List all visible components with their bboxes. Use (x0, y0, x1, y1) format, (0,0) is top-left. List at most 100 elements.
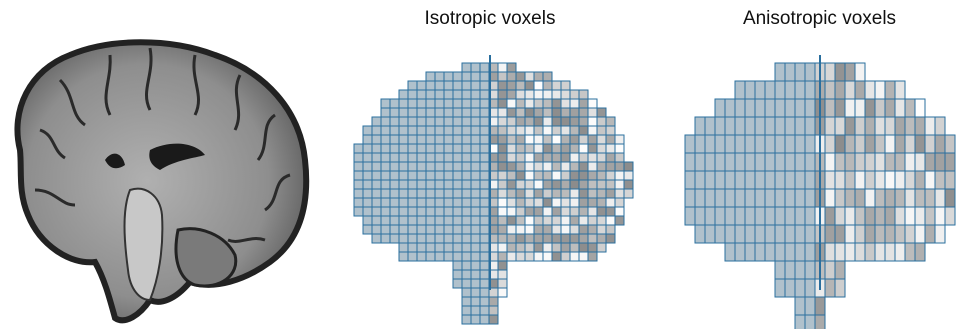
anisotropic-voxel (734, 152, 746, 172)
isotropic-voxel (515, 170, 526, 181)
isotropic-voxel (542, 188, 553, 199)
isotropic-voxel (560, 179, 571, 190)
isotropic-voxel (497, 188, 508, 199)
isotropic-voxel (551, 107, 562, 118)
isotropic-voxel (551, 161, 562, 172)
isotropic-voxel (533, 161, 544, 172)
isotropic-voxel (596, 143, 607, 154)
isotropic-voxel (425, 80, 436, 91)
anisotropic-voxel (884, 188, 896, 208)
anisotropic-voxel (904, 188, 916, 208)
anisotropic-voxel (714, 206, 726, 226)
anisotropic-voxel (744, 116, 756, 136)
isotropic-voxel (380, 98, 391, 109)
anisotropic-voxel (814, 314, 826, 329)
isotropic-voxel (398, 116, 409, 127)
anisotropic-voxel (834, 206, 846, 226)
anisotropic-voxel (694, 116, 706, 136)
isotropic-voxel (389, 215, 400, 226)
isotropic-voxel (416, 233, 427, 244)
isotropic-voxel (362, 170, 373, 181)
isotropic-voxel (380, 134, 391, 145)
anisotropic-voxel (854, 188, 866, 208)
isotropic-voxel (587, 116, 598, 127)
isotropic-voxel (569, 242, 580, 253)
isotropic-voxel (614, 179, 625, 190)
isotropic-voxel (551, 215, 562, 226)
anisotropic-voxel (724, 188, 736, 208)
isotropic-voxel (479, 152, 490, 163)
isotropic-voxel (470, 62, 481, 73)
isotropic-voxel (470, 179, 481, 190)
isotropic-grid (353, 62, 634, 325)
isotropic-voxel (506, 224, 517, 235)
isotropic-voxel (623, 161, 634, 172)
anisotropic-voxel (794, 188, 806, 208)
isotropic-voxel (470, 116, 481, 127)
isotropic-voxel (515, 89, 526, 100)
isotropic-voxel (542, 152, 553, 163)
mri-cerebrum (14, 39, 310, 324)
isotropic-voxel (551, 134, 562, 145)
anisotropic-voxel (884, 134, 896, 154)
anisotropic-voxel (794, 296, 806, 316)
isotropic-voxel (569, 188, 580, 199)
anisotropic-voxel (844, 116, 856, 136)
isotropic-voxel (560, 206, 571, 217)
isotropic-voxel (578, 224, 589, 235)
isotropic-voxel (560, 134, 571, 145)
isotropic-voxel (470, 152, 481, 163)
isotropic-voxel (614, 206, 625, 217)
isotropic-voxel (425, 152, 436, 163)
isotropic-voxel (371, 215, 382, 226)
isotropic-voxel (470, 314, 481, 325)
anisotropic-voxel (904, 134, 916, 154)
isotropic-voxel (407, 89, 418, 100)
isotropic-voxel (578, 161, 589, 172)
isotropic-voxel (533, 89, 544, 100)
anisotropic-voxel (704, 134, 716, 154)
isotropic-voxel (560, 215, 571, 226)
isotropic-voxel (605, 197, 616, 208)
isotropic-voxel (497, 215, 508, 226)
anisotropic-voxel (914, 152, 926, 172)
anisotropic-voxel (744, 224, 756, 244)
isotropic-voxel (371, 134, 382, 145)
isotropic-voxel (371, 188, 382, 199)
isotropic-voxel (542, 143, 553, 154)
isotropic-voxel (470, 134, 481, 145)
anisotropic-voxel (754, 80, 766, 100)
isotropic-voxel (569, 89, 580, 100)
isotropic-voxel (470, 269, 481, 280)
anisotropic-voxel (724, 134, 736, 154)
isotropic-voxel (470, 305, 481, 316)
isotropic-voxel (623, 188, 634, 199)
isotropic-voxel (533, 71, 544, 82)
isotropic-voxel (389, 188, 400, 199)
isotropic-voxel (461, 89, 472, 100)
isotropic-voxel (407, 224, 418, 235)
isotropic-voxel (569, 170, 580, 181)
isotropic-voxel (434, 161, 445, 172)
anisotropic-voxel (734, 116, 746, 136)
anisotropic-voxel (914, 224, 926, 244)
isotropic-voxel (461, 305, 472, 316)
anisotropic-voxel (774, 224, 786, 244)
anisotropic-voxel (794, 62, 806, 82)
isotropic-voxel (569, 251, 580, 262)
isotropic-voxel (353, 143, 364, 154)
isotropic-voxel (425, 188, 436, 199)
anisotropic-voxel (874, 170, 886, 190)
isotropic-voxel (542, 107, 553, 118)
isotropic-voxel (443, 242, 454, 253)
anisotropic-voxel (844, 98, 856, 118)
isotropic-voxel (416, 179, 427, 190)
anisotropic-voxel (874, 134, 886, 154)
isotropic-voxel (587, 206, 598, 217)
isotropic-voxel (470, 71, 481, 82)
anisotropic-voxel (794, 206, 806, 226)
anisotropic-voxel (784, 152, 796, 172)
isotropic-voxel (398, 251, 409, 262)
isotropic-voxel (551, 206, 562, 217)
isotropic-voxel (524, 206, 535, 217)
